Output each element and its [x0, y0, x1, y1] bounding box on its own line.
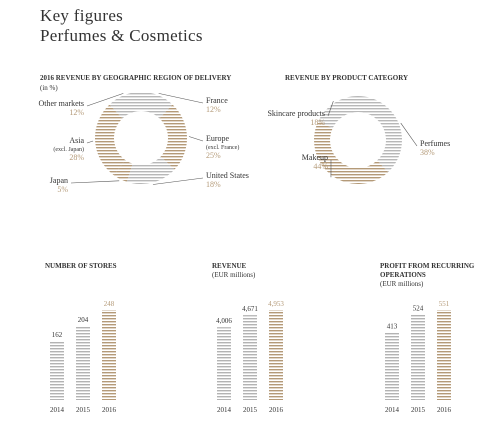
bar: [437, 310, 451, 400]
leader-line: [400, 122, 418, 147]
chart-title: PROFIT FROM RECURRING OPERATIONS: [380, 262, 475, 279]
category-label: United States: [206, 171, 249, 180]
category-label: Other markets: [38, 99, 84, 108]
page-title: Key figures: [40, 6, 124, 25]
pie-slice: [109, 92, 141, 119]
pie-slice: [318, 96, 358, 129]
x-tick-label: 2016: [269, 406, 284, 414]
leader-line: [86, 93, 124, 107]
chart-title: NUMBER OF STORES: [45, 262, 117, 270]
value-label: 5%: [57, 185, 68, 194]
value-label: 44%: [313, 162, 328, 171]
value-label: 25%: [206, 151, 221, 160]
category-label: Makeup: [302, 153, 328, 162]
x-tick-label: 2015: [411, 406, 426, 414]
x-tick-label: 2014: [50, 406, 65, 414]
value-label: 248: [104, 300, 115, 308]
value-label: 4,006: [216, 317, 232, 325]
bar: [411, 314, 425, 400]
value-label: 38%: [420, 148, 435, 157]
pie-slice: [159, 104, 187, 170]
pie-slice: [358, 96, 403, 173]
leader-line: [327, 101, 334, 117]
value-label: 162: [52, 331, 63, 339]
category-note: (excl. Japan): [53, 146, 84, 153]
category-label: Europe: [206, 134, 230, 143]
pie-slice: [141, 92, 173, 119]
leader-line: [188, 136, 204, 142]
value-label: 413: [387, 323, 398, 331]
chart-title: 2016 REVENUE BY GEOGRAPHIC REGION OF DEL…: [40, 74, 232, 82]
value-label: 12%: [69, 108, 84, 117]
value-label: 204: [78, 316, 89, 324]
value-label: 12%: [206, 105, 221, 114]
bar: [269, 310, 283, 400]
x-tick-label: 2014: [217, 406, 232, 414]
leader-line: [86, 140, 94, 144]
pie-slice: [126, 156, 175, 184]
chart-subtitle: (EUR millions): [380, 280, 424, 288]
chart-subtitle: (EUR millions): [212, 271, 256, 279]
bar: [385, 332, 399, 400]
x-tick-label: 2015: [243, 406, 258, 414]
bar: [102, 310, 116, 400]
x-tick-label: 2015: [76, 406, 91, 414]
chart-title: REVENUE: [212, 262, 247, 270]
bar: [217, 327, 231, 400]
value-label: 4,953: [268, 300, 284, 308]
category-note: (excl. France): [206, 144, 239, 151]
bar: [243, 315, 257, 400]
leader-line: [152, 177, 204, 185]
bar: [76, 325, 90, 400]
leader-line: [158, 93, 204, 104]
page-subtitle: Perfumes & Cosmetics: [40, 26, 203, 45]
value-label: 18%: [206, 180, 221, 189]
pie-slice: [314, 121, 389, 185]
leader-line: [70, 180, 120, 184]
chart-title: REVENUE BY PRODUCT CATEGORY: [285, 74, 409, 82]
category-label: Skincare products: [267, 109, 325, 118]
category-label: Asia: [69, 136, 84, 145]
value-label: 524: [413, 304, 424, 312]
category-label: Perfumes: [420, 139, 450, 148]
x-tick-label: 2016: [102, 406, 117, 414]
x-tick-label: 2014: [385, 406, 400, 414]
pie-slice: [95, 104, 126, 176]
category-label: France: [206, 96, 228, 105]
value-label: 28%: [69, 153, 84, 162]
pie-slice: [113, 159, 133, 182]
chart-subtitle: (in %): [40, 84, 58, 92]
value-label: 4,671: [242, 305, 258, 313]
value-label: 551: [439, 300, 450, 308]
value-label: 18%: [310, 118, 325, 127]
x-tick-label: 2016: [437, 406, 452, 414]
bar: [50, 341, 64, 400]
category-label: Japan: [50, 176, 68, 185]
